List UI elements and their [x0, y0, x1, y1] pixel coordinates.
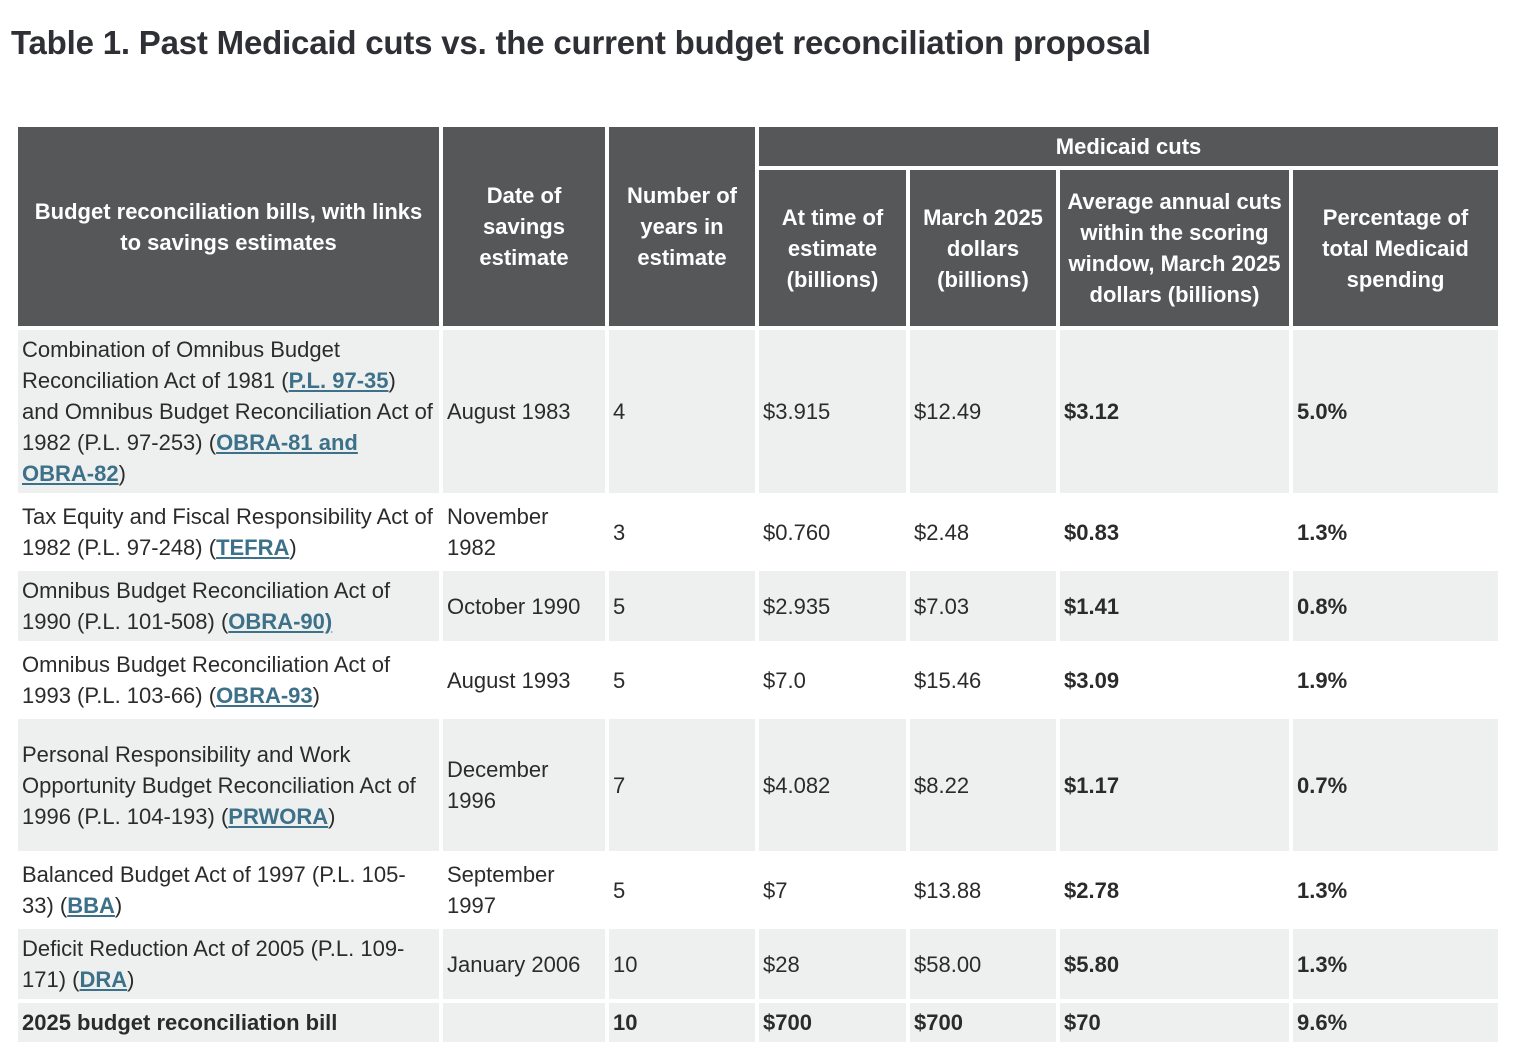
years-cell: 7 — [609, 719, 755, 851]
average-cell: $5.80 — [1060, 929, 1289, 999]
table-row: Balanced Budget Act of 1997 (P.L. 105-33… — [18, 855, 1499, 925]
years-cell: 4 — [609, 330, 755, 493]
header-date: Date of savings estimate — [443, 127, 605, 326]
bill-cell: Personal Responsibility and Work Opportu… — [18, 719, 439, 851]
at-time-cell: $28 — [759, 929, 906, 999]
estimate-link[interactable]: OBRA-90) — [228, 609, 333, 634]
medicaid-cuts-table: Budget reconciliation bills, with links … — [14, 123, 1502, 1046]
percent-cell: 0.7% — [1293, 719, 1499, 851]
estimate-link[interactable]: DRA — [79, 967, 128, 992]
average-cell: $2.78 — [1060, 855, 1289, 925]
percent-cell: 0.8% — [1293, 571, 1499, 641]
bill-cell: Omnibus Budget Reconciliation Act of 199… — [18, 571, 439, 641]
total-row: 2025 budget reconciliation bill 10 $700 … — [18, 1003, 1499, 1042]
table-row: Omnibus Budget Reconciliation Act of 199… — [18, 571, 1499, 641]
estimate-link[interactable]: TEFRA — [216, 535, 290, 560]
march2025-cell: $700 — [910, 1003, 1056, 1042]
average-cell: $0.83 — [1060, 497, 1289, 567]
date-cell: August 1983 — [443, 330, 605, 493]
estimate-link[interactable]: OBRA-81 and OBRA-82 — [22, 430, 358, 486]
march2025-cell: $15.46 — [910, 645, 1056, 715]
table-body: Combination of Omnibus Budget Reconcilia… — [18, 330, 1499, 1042]
header-march2025: March 2025 dollars (billions) — [910, 170, 1056, 326]
header-percentage: Percentage of total Medicaid spending — [1293, 170, 1499, 326]
date-cell: January 2006 — [443, 929, 605, 999]
date-cell: November 1982 — [443, 497, 605, 567]
march2025-cell: $13.88 — [910, 855, 1056, 925]
estimate-link[interactable]: P.L. 97-35 — [288, 368, 389, 393]
average-cell: $3.12 — [1060, 330, 1289, 493]
years-cell: 5 — [609, 571, 755, 641]
years-cell: 5 — [609, 855, 755, 925]
estimate-link[interactable]: OBRA-93 — [216, 683, 313, 708]
bill-cell: Tax Equity and Fiscal Responsibility Act… — [18, 497, 439, 567]
header-bill: Budget reconciliation bills, with links … — [18, 127, 439, 326]
march2025-cell: $58.00 — [910, 929, 1056, 999]
date-cell: August 1993 — [443, 645, 605, 715]
bill-cell: Omnibus Budget Reconciliation Act of 199… — [18, 645, 439, 715]
years-cell: 3 — [609, 497, 755, 567]
at-time-cell: $7.0 — [759, 645, 906, 715]
march2025-cell: $12.49 — [910, 330, 1056, 493]
table-row: Tax Equity and Fiscal Responsibility Act… — [18, 497, 1499, 567]
table-row: Deficit Reduction Act of 2005 (P.L. 109-… — [18, 929, 1499, 999]
at-time-cell: $7 — [759, 855, 906, 925]
march2025-cell: $2.48 — [910, 497, 1056, 567]
bill-cell: Deficit Reduction Act of 2005 (P.L. 109-… — [18, 929, 439, 999]
header-average-annual: Average annual cuts within the scoring w… — [1060, 170, 1289, 326]
date-cell — [443, 1003, 605, 1042]
at-time-cell: $700 — [759, 1003, 906, 1042]
at-time-cell: $4.082 — [759, 719, 906, 851]
bill-cell: Combination of Omnibus Budget Reconcilia… — [18, 330, 439, 493]
table-header: Budget reconciliation bills, with links … — [18, 127, 1499, 326]
years-cell: 10 — [609, 1003, 755, 1042]
average-cell: $3.09 — [1060, 645, 1289, 715]
header-medicaid-cuts: Medicaid cuts — [759, 127, 1499, 166]
percent-cell: 1.3% — [1293, 929, 1499, 999]
bill-cell: 2025 budget reconciliation bill — [18, 1003, 439, 1042]
percent-cell: 5.0% — [1293, 330, 1499, 493]
percent-cell: 1.3% — [1293, 497, 1499, 567]
header-at-time: At time of estimate (billions) — [759, 170, 906, 326]
at-time-cell: $0.760 — [759, 497, 906, 567]
table-title: Table 1. Past Medicaid cuts vs. the curr… — [11, 24, 1151, 61]
estimate-link[interactable]: BBA — [67, 893, 115, 918]
percent-cell: 1.9% — [1293, 645, 1499, 715]
years-cell: 10 — [609, 929, 755, 999]
table-row: Omnibus Budget Reconciliation Act of 199… — [18, 645, 1499, 715]
header-years: Number of years in estimate — [609, 127, 755, 326]
table-row: Personal Responsibility and Work Opportu… — [18, 719, 1499, 851]
date-cell: September 1997 — [443, 855, 605, 925]
percent-cell: 1.3% — [1293, 855, 1499, 925]
march2025-cell: $8.22 — [910, 719, 1056, 851]
average-cell: $1.41 — [1060, 571, 1289, 641]
years-cell: 5 — [609, 645, 755, 715]
bill-cell: Balanced Budget Act of 1997 (P.L. 105-33… — [18, 855, 439, 925]
date-cell: December 1996 — [443, 719, 605, 851]
percent-cell: 9.6% — [1293, 1003, 1499, 1042]
average-cell: $70 — [1060, 1003, 1289, 1042]
at-time-cell: $2.935 — [759, 571, 906, 641]
date-cell: October 1990 — [443, 571, 605, 641]
average-cell: $1.17 — [1060, 719, 1289, 851]
estimate-link[interactable]: PRWORA — [228, 803, 329, 829]
at-time-cell: $3.915 — [759, 330, 906, 493]
table-row: Combination of Omnibus Budget Reconcilia… — [18, 330, 1499, 493]
march2025-cell: $7.03 — [910, 571, 1056, 641]
